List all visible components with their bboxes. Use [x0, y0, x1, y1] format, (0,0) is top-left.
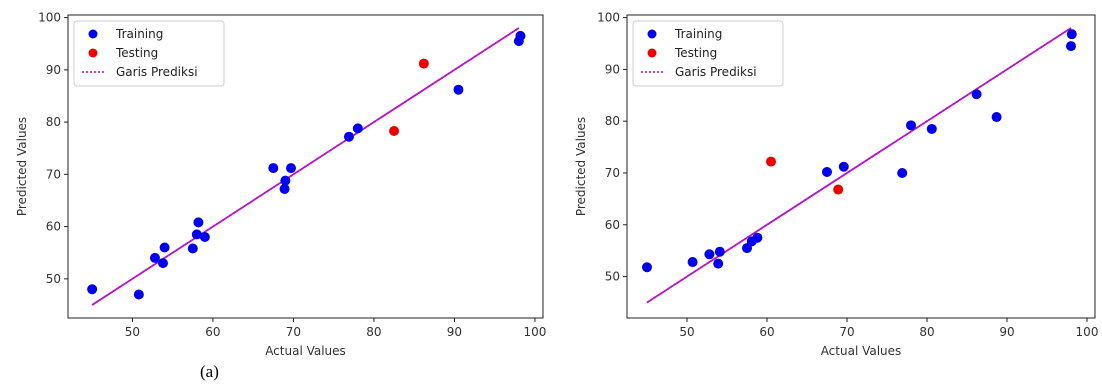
y-tick-label: 90 [46, 63, 61, 77]
y-tick-label: 60 [605, 218, 620, 232]
training-point [822, 166, 832, 177]
training-point [193, 217, 204, 228]
y-tick-label: 70 [605, 166, 620, 180]
training-point [158, 258, 168, 269]
prediction-line [646, 27, 1072, 304]
y-tick-label: 60 [46, 220, 61, 234]
legend-garis-prediksi-label: Garis Prediksi [116, 65, 198, 79]
testing-point [766, 156, 776, 167]
training-point [906, 120, 916, 131]
y-tick-label: 100 [597, 11, 620, 25]
training-point [159, 242, 170, 253]
training-point [149, 252, 160, 263]
y-tick-label: 50 [46, 272, 61, 286]
x-tick-label: 90 [447, 325, 462, 339]
x-tick-label: 100 [523, 325, 546, 339]
x-tick-label: 80 [919, 325, 934, 339]
legend-testing-label: Testing [115, 46, 158, 60]
x-tick-label: 50 [125, 325, 140, 339]
legend-training-swatch [647, 29, 657, 39]
y-tick-label: 80 [46, 115, 61, 129]
training-point [199, 232, 210, 243]
x-axis-label: Actual Values [821, 344, 902, 358]
chart-b: 50 60 70 80 90 100 50 60 70 80 90 100 Actual Values P… [574, 11, 1099, 358]
training-point [280, 175, 291, 186]
training-point [191, 229, 202, 240]
legend-box [73, 20, 225, 87]
training-point [286, 163, 297, 174]
training-point [926, 123, 937, 134]
training-point [713, 258, 724, 269]
training-point [1066, 29, 1077, 40]
x-tick-label: 60 [205, 325, 220, 339]
x-tick-label: 80 [366, 325, 381, 339]
training-point [642, 262, 652, 273]
legend: Training Testing Garis Prediksi [73, 20, 225, 87]
testing-point [389, 125, 400, 136]
legend-training-label: Training [674, 27, 722, 41]
testing-point [833, 184, 844, 195]
training-point [268, 163, 279, 174]
legend-box [632, 20, 784, 87]
x-tick-label: 70 [286, 325, 301, 339]
training-point [687, 257, 698, 268]
x-tick-label: 100 [1076, 325, 1099, 339]
y-tick-label: 70 [46, 167, 61, 181]
y-tick-label: 50 [605, 270, 620, 284]
x-tick-label: 70 [839, 325, 854, 339]
training-point [279, 183, 290, 194]
training-point [187, 243, 198, 254]
x-tick-label: 50 [679, 325, 694, 339]
legend-training-swatch [88, 29, 98, 39]
y-axis-label: Predicted Values [574, 117, 588, 216]
training-point [453, 84, 464, 95]
x-tick-label: 60 [759, 325, 774, 339]
x-tick-label: 90 [999, 325, 1014, 339]
training-point [1066, 41, 1076, 52]
training-point [897, 167, 908, 178]
figure-caption: (a) [200, 362, 219, 381]
training-point [714, 246, 725, 257]
training-point [838, 161, 849, 172]
y-tick-label: 90 [605, 62, 620, 76]
training-point [87, 284, 98, 295]
legend-testing-label: Testing [674, 46, 717, 60]
legend-garis-prediksi-label: Garis Prediksi [675, 65, 757, 79]
training-point [343, 131, 354, 142]
training-point [971, 89, 982, 100]
y-tick-label: 100 [38, 11, 61, 25]
training-point [704, 249, 715, 260]
training-point [515, 30, 526, 41]
legend-testing-swatch [88, 48, 98, 58]
legend-training-label: Training [115, 27, 163, 41]
chart-a: 50 60 70 80 90 100 50 60 70 80 90 100 Actual Values P… [15, 11, 546, 358]
training-point [133, 289, 144, 300]
training-point [752, 232, 763, 243]
y-tick-label: 80 [605, 114, 620, 128]
training-point [991, 112, 1002, 123]
legend: Training Testing Garis Prediksi [632, 20, 784, 87]
testing-point [418, 58, 429, 69]
legend-testing-swatch [647, 48, 657, 58]
training-point [352, 123, 363, 134]
y-axis-label: Predicted Values [15, 117, 29, 216]
x-axis-label: Actual Values [265, 344, 346, 358]
